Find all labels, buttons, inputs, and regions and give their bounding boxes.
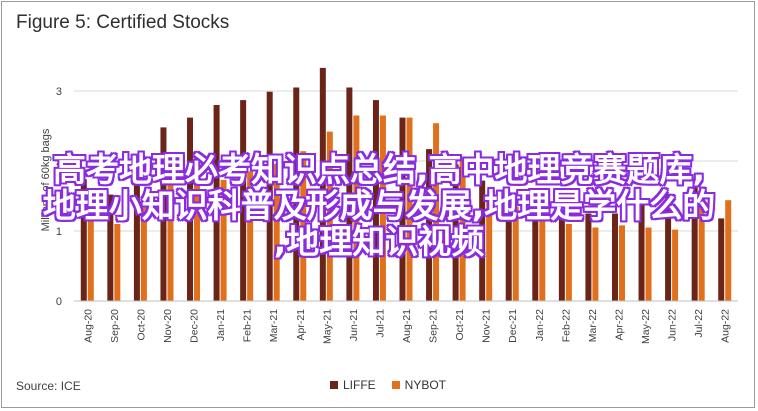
bar-liffe [346, 87, 353, 301]
x-tick-label: Mar-22 [587, 309, 599, 342]
bar-liffe [505, 196, 512, 301]
bar-liffe [240, 100, 247, 301]
bar-liffe [266, 91, 273, 301]
x-tick-label: Jan-22 [534, 309, 546, 341]
y-tick-label: 0 [56, 296, 62, 308]
y-axis-label: Millions of 60kg bags [40, 128, 52, 231]
bar-liffe [399, 117, 406, 301]
legend-item-nybot: NYBOT [391, 378, 447, 392]
bar-liffe [691, 187, 698, 301]
bar-liffe [718, 218, 725, 301]
x-tick-label: Jul-21 [374, 309, 386, 338]
x-tick-label: Jan-21 [215, 309, 227, 341]
bar-nybot [194, 180, 201, 301]
bar-nybot [114, 224, 121, 301]
bar-liffe [160, 127, 167, 302]
bar-nybot [247, 171, 254, 301]
bar-nybot [618, 225, 625, 301]
gridlines [74, 90, 738, 302]
bar-nybot [565, 224, 572, 301]
bar-nybot [459, 161, 466, 301]
bar-liffe [638, 203, 645, 301]
bar-nybot [725, 200, 732, 301]
bar-nybot [140, 203, 147, 301]
x-tick-label: Apr-22 [613, 309, 625, 341]
legend-item-liffe: LIFFE [330, 378, 376, 392]
axes: 0 1 2 3 Aug-20 Sep-20 Oct-20 Nov-20 Dec-20 Jan-21… [56, 86, 738, 344]
legend-swatch-nybot [391, 381, 400, 389]
bar-chart: 0 1 2 3 Aug-20 Sep-20 Oct-20 Nov-20 Dec-20 Jan-21… [40, 67, 738, 344]
y-tick-label: 1 [56, 226, 62, 238]
bar-nybot [486, 197, 493, 301]
bar-liffe [213, 105, 220, 301]
bar-nybot [220, 179, 227, 301]
bar-nybot [672, 229, 679, 301]
bar-liffe [558, 210, 565, 301]
source-note: Source: ICE [16, 379, 81, 393]
bar-liffe [107, 194, 114, 301]
x-tick-label: Dec-20 [189, 309, 201, 343]
bar-liffe [372, 100, 379, 301]
bar-nybot [512, 206, 519, 301]
x-tick-label: Dec-21 [507, 309, 519, 343]
bar-nybot [353, 115, 360, 301]
x-tick-label: Feb-21 [242, 309, 254, 342]
x-tick-label: Aug-21 [401, 309, 413, 343]
bar-nybot [592, 227, 599, 301]
bar-nybot [326, 131, 333, 301]
x-tick-label: Sep-21 [428, 309, 440, 343]
bar-liffe [80, 179, 87, 301]
y-tick-label: 3 [56, 86, 62, 98]
bars [80, 67, 732, 302]
x-tick-label: Mar-21 [268, 309, 280, 342]
x-tick-label: Jul-22 [693, 309, 705, 338]
bar-liffe [532, 197, 539, 301]
bar-liffe [452, 164, 459, 301]
bar-liffe [319, 67, 326, 302]
bar-liffe [611, 213, 618, 301]
bar-liffe [665, 193, 672, 301]
x-tick-label: Feb-22 [560, 309, 572, 342]
x-tick-label: Oct-21 [454, 309, 466, 341]
bar-liffe [293, 87, 300, 301]
chart-title: Figure 5: Certified Stocks [16, 12, 230, 33]
x-tick-label: Nov-21 [481, 309, 493, 343]
legend-label-nybot: NYBOT [404, 378, 447, 392]
bar-nybot [433, 123, 440, 301]
x-tick-label: Jun-21 [348, 309, 360, 341]
x-tick-label: Jun-22 [667, 309, 679, 341]
legend-label-liffe: LIFFE [343, 378, 376, 392]
bar-nybot [539, 217, 546, 301]
x-tick-label: May-22 [640, 309, 652, 344]
x-tick-label: Nov-20 [162, 309, 174, 343]
x-tick-label: Oct-20 [135, 309, 147, 341]
bar-nybot [406, 117, 413, 301]
bar-nybot [645, 227, 652, 301]
bar-nybot [273, 163, 280, 301]
x-tick-label: Apr-21 [295, 309, 307, 341]
bar-liffe [426, 149, 433, 301]
bar-liffe [133, 155, 140, 301]
bar-nybot [167, 182, 174, 301]
bar-nybot [87, 217, 94, 301]
legend-swatch-liffe [330, 381, 338, 389]
x-tick-label: May-21 [321, 309, 333, 344]
bar-liffe [585, 213, 592, 301]
legend: LIFFE NYBOT [330, 378, 456, 392]
bar-liffe [479, 180, 486, 301]
x-tick-label: Sep-20 [109, 309, 121, 343]
x-tick-label: Aug-22 [720, 309, 732, 343]
bar-nybot [698, 193, 705, 301]
bar-nybot [300, 151, 307, 301]
y-tick-label: 2 [56, 156, 62, 168]
bar-liffe [187, 117, 194, 301]
x-tick-label: Aug-20 [82, 309, 94, 343]
bar-nybot [379, 115, 386, 301]
